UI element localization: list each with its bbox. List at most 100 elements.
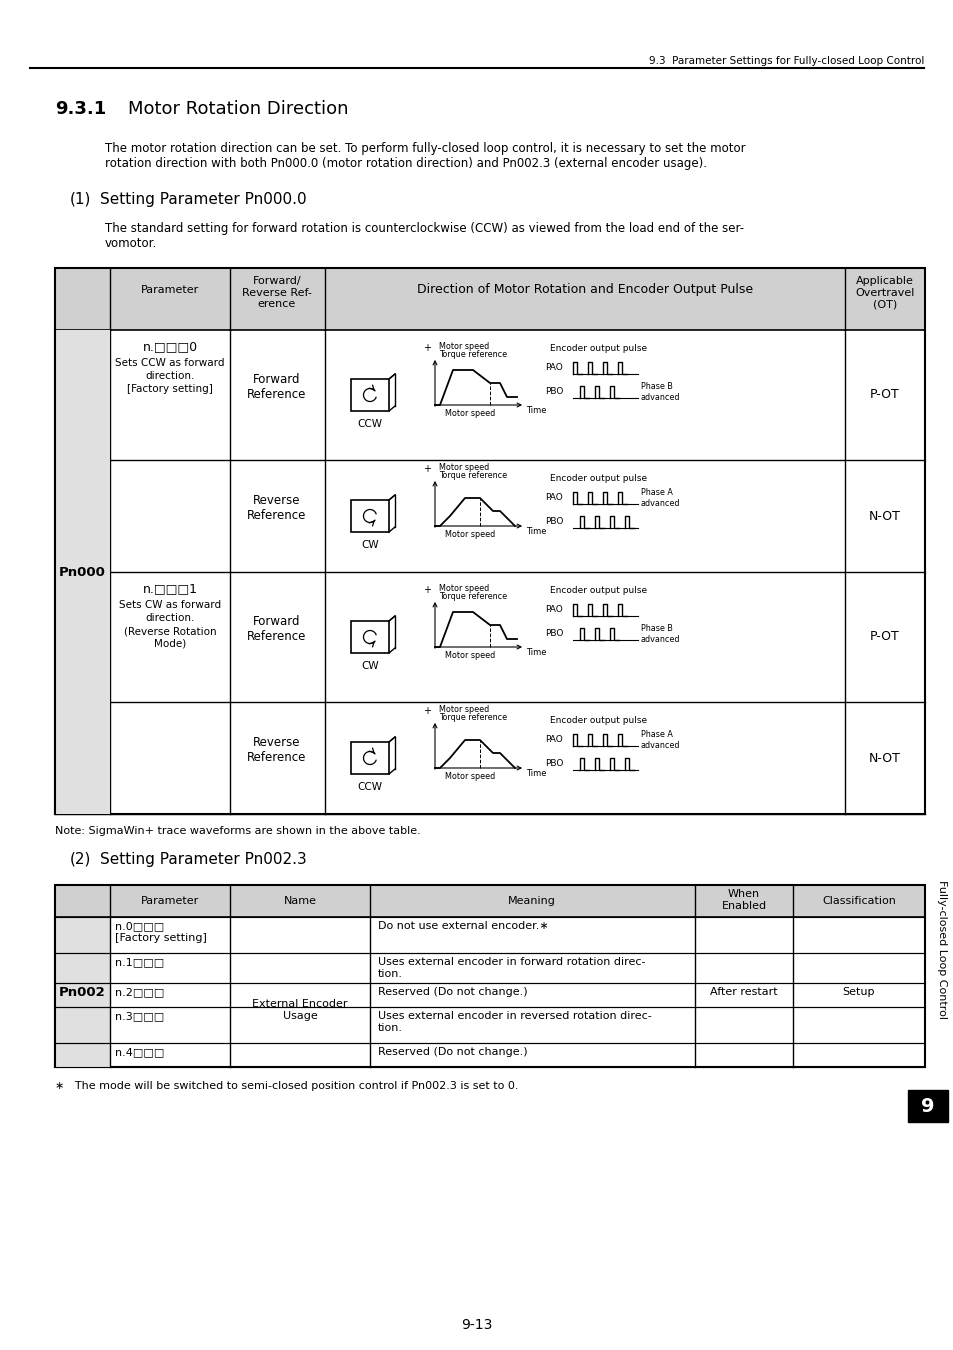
Text: Time: Time	[525, 526, 546, 536]
Text: Parameter: Parameter	[141, 285, 199, 296]
Bar	[351, 743, 389, 774]
Text: Phase B
advanced: Phase B advanced	[640, 624, 679, 644]
Text: PAO: PAO	[544, 494, 562, 502]
Text: Phase A
advanced: Phase A advanced	[640, 730, 679, 749]
Text: 9-13: 9-13	[461, 1318, 492, 1332]
Text: Pn002: Pn002	[58, 986, 105, 999]
Text: Encoder output pulse: Encoder output pulse	[550, 586, 646, 595]
Text: [Factory setting]: [Factory setting]	[127, 383, 213, 394]
Bar	[55, 269, 924, 814]
Bar	[351, 621, 389, 653]
Text: When
Enabled: When Enabled	[720, 890, 766, 911]
Text: Motor speed: Motor speed	[444, 531, 495, 539]
Text: +: +	[422, 706, 431, 716]
Text: 9: 9	[921, 1096, 934, 1115]
Text: Note: SigmaWin+ trace waveforms are shown in the above table.: Note: SigmaWin+ trace waveforms are show…	[55, 826, 420, 836]
Text: N-OT: N-OT	[868, 509, 900, 522]
Text: Motor speed: Motor speed	[438, 585, 489, 593]
Text: Name: Name	[283, 896, 316, 906]
Text: Torque reference: Torque reference	[438, 713, 507, 722]
Text: After restart: After restart	[709, 987, 777, 998]
Text: n.2□□□: n.2□□□	[115, 987, 164, 998]
Text: Time: Time	[525, 648, 546, 657]
Text: PAO: PAO	[544, 606, 562, 614]
Text: n.3□□□: n.3□□□	[115, 1011, 164, 1021]
Text: CW: CW	[361, 540, 378, 549]
Text: Encoder output pulse: Encoder output pulse	[550, 716, 646, 725]
Text: P-OT: P-OT	[869, 630, 899, 644]
Text: PBO: PBO	[544, 760, 563, 768]
Text: Do not use external encoder.∗: Do not use external encoder.∗	[377, 921, 548, 931]
Text: Classification: Classification	[821, 896, 895, 906]
Text: Phase A
advanced: Phase A advanced	[640, 489, 679, 508]
Text: 9.3  Parameter Settings for Fully-closed Loop Control: 9.3 Parameter Settings for Fully-closed …	[648, 55, 923, 66]
Text: (Reverse Rotation: (Reverse Rotation	[124, 626, 216, 636]
Text: (2): (2)	[70, 852, 91, 867]
Text: Sets CCW as forward: Sets CCW as forward	[115, 358, 225, 369]
Text: The motor rotation direction can be set. To perform fully-closed loop control, i: The motor rotation direction can be set.…	[105, 142, 745, 170]
Text: Fully-closed Loop Control: Fully-closed Loop Control	[936, 880, 946, 1019]
Text: External Encoder
Usage: External Encoder Usage	[252, 999, 348, 1021]
Text: Direction of Motor Rotation and Encoder Output Pulse: Direction of Motor Rotation and Encoder …	[416, 284, 752, 297]
Text: Applicable
Overtravel
(OT): Applicable Overtravel (OT)	[855, 275, 914, 309]
Text: Reserved (Do not change.): Reserved (Do not change.)	[377, 1048, 527, 1057]
Text: CCW: CCW	[357, 782, 382, 792]
Text: +: +	[422, 585, 431, 595]
Text: Reverse
Reference: Reverse Reference	[247, 494, 306, 522]
Text: Setting Parameter Pn000.0: Setting Parameter Pn000.0	[100, 192, 306, 207]
Bar	[351, 500, 389, 532]
Bar	[55, 886, 924, 1066]
Text: Parameter: Parameter	[141, 896, 199, 906]
Text: n.1□□□: n.1□□□	[115, 957, 164, 967]
Bar	[55, 886, 924, 917]
Text: Torque reference: Torque reference	[438, 471, 507, 481]
Text: P-OT: P-OT	[869, 389, 899, 401]
Text: Time: Time	[525, 406, 546, 414]
Text: Motor speed: Motor speed	[444, 651, 495, 660]
Text: Reserved (Do not change.): Reserved (Do not change.)	[377, 987, 527, 998]
Text: Forward
Reference: Forward Reference	[247, 616, 306, 643]
Text: N-OT: N-OT	[868, 752, 900, 764]
Text: CW: CW	[361, 662, 378, 671]
Text: Forward
Reference: Forward Reference	[247, 373, 306, 401]
Text: Encoder output pulse: Encoder output pulse	[550, 474, 646, 483]
Text: Encoder output pulse: Encoder output pulse	[550, 344, 646, 352]
Text: 9.3.1: 9.3.1	[55, 100, 106, 117]
Text: The standard setting for forward rotation is counterclockwise (CCW) as viewed fr: The standard setting for forward rotatio…	[105, 221, 743, 250]
Text: Motor speed: Motor speed	[438, 705, 489, 714]
Text: Motor speed: Motor speed	[438, 463, 489, 472]
Text: PBO: PBO	[544, 387, 563, 397]
Text: Torque reference: Torque reference	[438, 350, 507, 359]
Text: direction.: direction.	[145, 613, 194, 622]
Text: Mode): Mode)	[153, 639, 186, 649]
Text: Forward/
Reverse Ref-
erence: Forward/ Reverse Ref- erence	[242, 275, 312, 309]
Text: (1): (1)	[70, 192, 91, 207]
Bar	[55, 917, 110, 1066]
Bar	[55, 329, 110, 814]
Bar	[55, 269, 924, 329]
Text: Reverse
Reference: Reverse Reference	[247, 736, 306, 764]
Text: PBO: PBO	[544, 517, 563, 526]
Text: CCW: CCW	[357, 418, 382, 429]
Text: Motor speed: Motor speed	[444, 772, 495, 782]
Text: Phase B
advanced: Phase B advanced	[640, 382, 679, 402]
Text: PAO: PAO	[544, 363, 562, 373]
Text: PBO: PBO	[544, 629, 563, 639]
Text: ∗   The mode will be switched to semi-closed position control if Pn002.3 is set : ∗ The mode will be switched to semi-clos…	[55, 1081, 518, 1091]
Text: Motor speed: Motor speed	[444, 409, 495, 418]
Bar	[351, 379, 389, 410]
Text: n.0□□□
[Factory setting]: n.0□□□ [Factory setting]	[115, 921, 207, 942]
Text: Uses external encoder in reversed rotation direc-
tion.: Uses external encoder in reversed rotati…	[377, 1011, 651, 1033]
Text: Torque reference: Torque reference	[438, 593, 507, 601]
Text: Meaning: Meaning	[508, 896, 556, 906]
Text: Sets CW as forward: Sets CW as forward	[119, 599, 221, 610]
Text: +: +	[422, 464, 431, 474]
Text: Time: Time	[525, 769, 546, 778]
Text: Motor Rotation Direction: Motor Rotation Direction	[128, 100, 348, 117]
Text: direction.: direction.	[145, 371, 194, 381]
Text: +: +	[422, 343, 431, 352]
Text: Uses external encoder in forward rotation direc-
tion.: Uses external encoder in forward rotatio…	[377, 957, 645, 979]
Text: n.□□□1: n.□□□1	[142, 582, 197, 595]
Text: n.4□□□: n.4□□□	[115, 1048, 164, 1057]
Text: Pn000: Pn000	[58, 566, 106, 579]
